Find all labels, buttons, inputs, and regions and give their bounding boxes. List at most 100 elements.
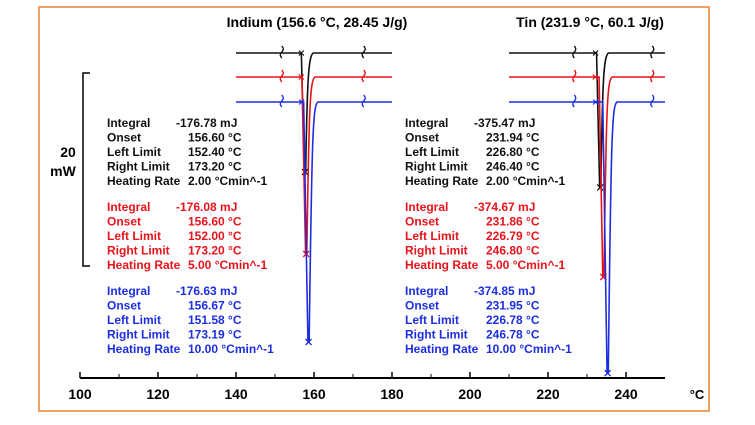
result-value: 2.00 °Cmin^-1 [188,174,267,188]
result-label: Right Limit [405,160,468,174]
result-value: -374.67 mJ [474,200,535,214]
result-value: -176.08 mJ [176,200,237,214]
onset-marker [298,50,305,56]
x-tick-label: 100 [68,386,92,402]
result-value: 156.67 °C [188,299,242,313]
result-value: 231.86 °C [486,215,540,229]
result-value: 5.00 °Cmin^-1 [486,258,565,272]
result-value: 10.00 °Cmin^-1 [188,342,274,356]
onset-marker [298,99,305,105]
result-value: 2.00 °Cmin^-1 [486,174,565,188]
result-value: -374.85 mJ [474,284,535,298]
result-label: Integral [405,200,448,214]
result-value: -176.63 mJ [176,284,237,298]
result-label: Onset [107,299,141,313]
scale-bar-unit: mW [50,163,76,179]
limit-marker [650,94,655,108]
result-label: Onset [405,131,439,145]
panel-2: Tin (231.9 °C, 60.1 J/g) Integral -375.47 … [405,14,665,377]
x-tick-label: 220 [536,386,560,402]
x-tick-label: 140 [224,386,248,402]
result-label: Right Limit [107,160,170,174]
result-label: Integral [405,116,448,130]
limit-marker [572,45,577,59]
x-tick-label: 160 [302,386,326,402]
result-value: 246.80 °C [486,244,540,258]
onset-marker [592,50,599,56]
result-label: Right Limit [107,328,170,342]
result-value: 173.19 °C [188,328,242,342]
result-label: Heating Rate [107,258,181,272]
result-value: -176.78 mJ [176,116,237,130]
panel-title: Tin (231.9 °C, 60.1 J/g) [516,14,664,30]
x-tick-label: 200 [458,386,482,402]
result-value: -375.47 mJ [474,116,535,130]
result-label: Heating Rate [405,174,479,188]
peak-marker [604,369,612,377]
result-label: Integral [405,284,448,298]
result-label: Left Limit [405,229,459,243]
result-label: Onset [405,215,439,229]
panel-1: Indium (156.6 °C, 28.45 J/g) Integral -176… [107,14,407,356]
result-label: Left Limit [107,229,161,243]
x-tick-label: 240 [614,386,638,402]
result-label: Integral [107,284,150,298]
result-value: 151.58 °C [188,313,242,327]
result-label: Onset [405,299,439,313]
result-label: Integral [107,116,150,130]
limit-marker [650,45,655,59]
result-label: Left Limit [107,145,161,159]
limit-marker [361,94,366,108]
result-value: 156.60 °C [188,131,242,145]
result-label: Heating Rate [107,342,181,356]
result-value: 173.20 °C [188,244,242,258]
scale-bar-value: 20 [60,144,76,160]
limit-marker [279,45,284,59]
x-tick-label: 120 [146,386,170,402]
limit-marker [361,45,366,59]
result-value: 231.94 °C [486,131,540,145]
onset-marker [592,99,599,105]
result-label: Heating Rate [405,342,479,356]
result-value: 152.40 °C [188,145,242,159]
onset-marker [592,74,599,80]
panel-title: Indium (156.6 °C, 28.45 J/g) [227,14,408,30]
limit-marker [572,69,577,83]
result-label: Left Limit [107,313,161,327]
result-value: 226.79 °C [486,229,540,243]
limit-marker [279,94,284,108]
result-label: Right Limit [405,244,468,258]
dsc-curve [236,76,392,255]
result-value: 173.20 °C [188,160,242,174]
result-value: 152.00 °C [188,229,242,243]
result-label: Heating Rate [107,174,181,188]
limit-marker [572,94,577,108]
result-value: 246.40 °C [486,160,540,174]
result-value: 156.60 °C [188,215,242,229]
result-value: 226.78 °C [486,313,540,327]
result-value: 231.95 °C [486,299,540,313]
peak-marker [596,184,604,191]
result-label: Left Limit [405,145,459,159]
onset-marker [298,74,305,80]
x-unit-label: °C [690,387,705,402]
result-label: Right Limit [107,244,170,258]
limit-marker [361,69,366,83]
result-label: Onset [107,215,141,229]
result-label: Heating Rate [405,258,479,272]
result-value: 5.00 °Cmin^-1 [188,258,267,272]
scale-bar [82,72,90,267]
dsc-curve [236,101,392,343]
result-value: 246.78 °C [486,328,540,342]
result-label: Left Limit [405,313,459,327]
peak-marker [305,338,312,346]
result-value: 10.00 °Cmin^-1 [486,342,572,356]
result-value: 226.80 °C [486,145,540,159]
limit-marker [650,69,655,83]
result-label: Right Limit [405,328,468,342]
x-tick-label: 180 [380,386,404,402]
result-label: Integral [107,200,150,214]
limit-marker [279,69,284,83]
figure-frame [38,6,710,412]
